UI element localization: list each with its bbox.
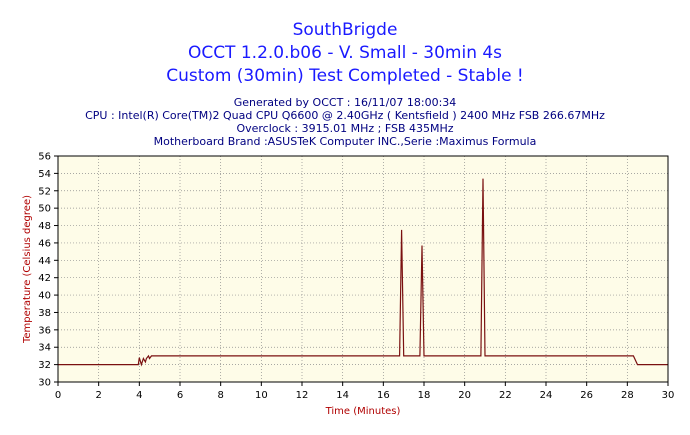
x-tick-label: 28 [621,390,634,401]
x-tick-label: 4 [136,390,142,401]
x-tick-label: 8 [217,390,223,401]
x-tick-label: 26 [580,390,593,401]
y-tick-label: 32 [38,360,51,371]
x-tick-label: 22 [499,390,512,401]
plot-frame [57,155,669,383]
cpu-info: CPU : Intel(R) Core(TM)2 Quad CPU Q6600 … [85,109,605,122]
chart-title: SouthBrigde [292,20,398,40]
motherboard-info: Motherboard Brand :ASUSTeK Computer INC.… [153,135,537,148]
overclock-info: Overclock : 3915.01 MHz ; FSB 435MHz [236,122,454,135]
y-tick-label: 46 [38,238,51,249]
x-tick-label: 0 [55,390,61,401]
axis-ticks: 0 2 4 6 8 10 12 14 16 18 20 22 24 26 28 303032343638404… [38,152,674,402]
x-tick-label: 16 [377,390,390,401]
y-tick-label: 30 [38,378,51,389]
x-axis-label: Time (Minutes) [325,406,401,417]
x-tick-label: 10 [255,390,268,401]
x-tick-label: 12 [296,390,309,401]
y-tick-label: 52 [38,186,51,197]
x-tick-label: 18 [418,390,431,401]
y-tick-label: 34 [38,343,51,354]
chart-subtitle: OCCT 1.2.0.b06 - V. Small - 30min 4s [187,43,503,63]
plot-area [58,156,668,382]
x-tick-label: 24 [540,390,553,401]
y-tick-label: 48 [38,221,51,232]
test-status-title: Custom (30min) Test Completed - Stable ! [166,66,524,86]
x-tick-label: 14 [336,390,349,401]
x-tick-label: 20 [458,390,471,401]
y-axis-label: Temperature (Celsius degree) [22,195,33,344]
y-tick-label: 44 [38,256,51,267]
x-tick-label: 2 [95,390,101,401]
y-tick-label: 42 [38,273,51,284]
x-tick-label: 30 [662,390,675,401]
y-tick-label: 54 [38,169,51,180]
y-tick-label: 40 [38,291,51,302]
temperature-series-line [58,178,668,367]
x-tick-label: 6 [177,390,183,401]
y-tick-label: 50 [38,204,51,215]
y-tick-label: 38 [38,308,51,319]
generated-info: Generated by OCCT : 16/11/07 18:00:34 [233,96,457,109]
y-tick-label: 36 [38,325,51,336]
y-tick-label: 56 [38,152,51,163]
